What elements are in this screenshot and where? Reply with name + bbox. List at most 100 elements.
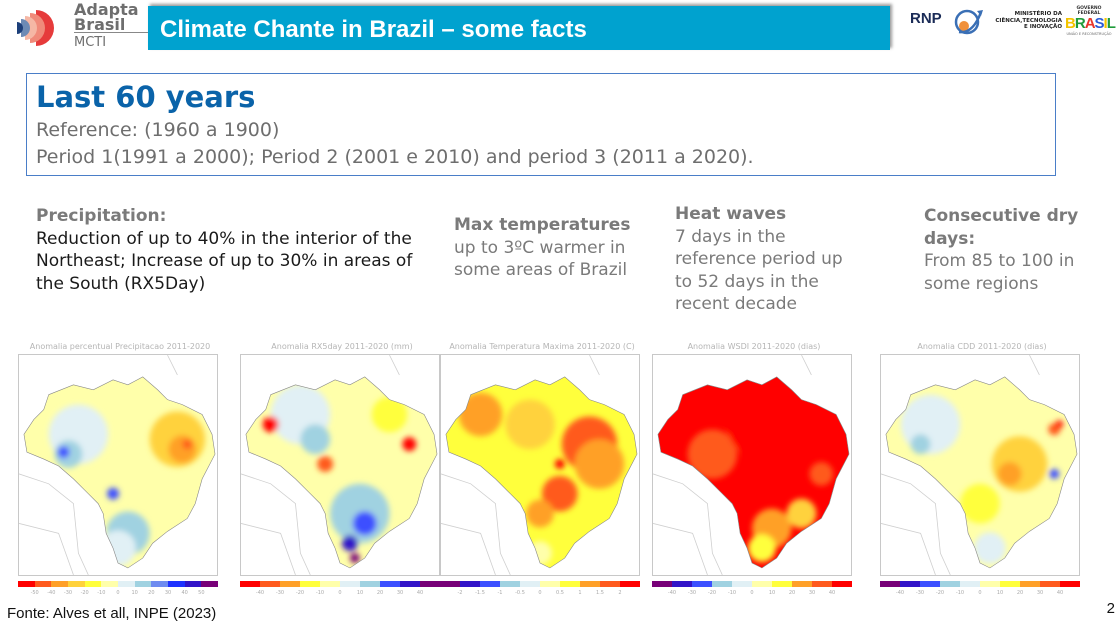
brazil-map (241, 355, 438, 575)
colorbar-tick: -10 (955, 590, 965, 596)
neighbor-borders (653, 355, 812, 575)
colorbar-tick: 2 (618, 590, 622, 596)
colorbar-tick: 0 (978, 590, 982, 596)
colorbar-swatch (980, 581, 1000, 587)
colorbar-tick: 10 (996, 590, 1004, 596)
anomaly-blob (809, 462, 834, 486)
anomaly-blob (57, 446, 70, 459)
anomaly-blob (458, 392, 503, 437)
fact-heading: Max temperatures (454, 215, 631, 235)
neighbor-borders (881, 355, 1040, 575)
colorbar-tick: -20 (935, 590, 945, 596)
colorbar-tick: -50 (30, 590, 39, 596)
anomaly-blob (528, 541, 552, 565)
colorbar-tick: -2 (457, 590, 463, 596)
anomaly-blob (341, 535, 358, 552)
colorbar-swatch (672, 581, 692, 587)
anomaly-blob (349, 553, 360, 564)
colorbar-tick: 20 (376, 590, 384, 596)
anomaly-blob (574, 439, 625, 489)
anomaly-blob (352, 511, 377, 536)
colorbar-swatch (500, 581, 520, 587)
colorbar-tick: -0.5 (515, 590, 525, 596)
map-title: Anomalia percentual Precipitacao 2011-20… (29, 342, 211, 351)
colorbar-ticks: -40 -30 -20 -10 0 10 20 30 40 (240, 590, 440, 598)
colorbar-tick: -10 (315, 590, 325, 596)
fact-body: From 85 to 100 in some regions (924, 251, 1075, 294)
colorbar-swatch (772, 581, 792, 587)
colorbar-tick: 0 (116, 590, 120, 596)
colorbar-swatch (300, 581, 320, 587)
colorbar-swatch (260, 581, 280, 587)
colorbar-swatch (652, 581, 672, 587)
colorbar-swatch (151, 581, 169, 587)
colorbar-ticks: -40 -30 -20 -10 0 10 20 30 40 (652, 590, 852, 598)
fact-precipitation: Precipitation: Reduction of up to 40% in… (36, 205, 416, 295)
colorbar-tick: 0 (538, 590, 542, 596)
colorbar-tick: 10 (356, 590, 364, 596)
colorbar-swatch (84, 581, 102, 587)
colorbar-swatch (440, 581, 460, 587)
colorbar-swatch (340, 581, 360, 587)
colorbar-swatch (900, 581, 920, 587)
colorbar-tick: -1.5 (475, 590, 485, 596)
brazil-outline (445, 376, 638, 569)
colorbar-tick: -10 (97, 590, 106, 596)
colorbar-tick: 20 (148, 590, 155, 596)
colorbar-swatch (1020, 581, 1040, 587)
colorbar-tick: -20 (707, 590, 717, 596)
ministry-line-3: E INOVAÇÃO (1024, 24, 1062, 30)
map-frame (652, 354, 852, 576)
colorbar-swatch (600, 581, 620, 587)
colorbar-swatch (68, 581, 85, 587)
anomaly-blob (960, 483, 1000, 524)
colorbar-tick: 20 (788, 590, 796, 596)
brazil-outline (657, 376, 850, 569)
fact-body: up to 3ºC warmer in some areas of Brazil (454, 237, 628, 281)
colorbar-swatch (380, 581, 400, 587)
colorbar (18, 581, 219, 587)
anomaly-blob (554, 459, 565, 469)
colorbar-tick: -30 (915, 590, 925, 596)
colorbar-tick: 30 (164, 590, 172, 596)
colorbar-tick: 20 (1016, 590, 1024, 596)
colorbar-swatch (34, 581, 52, 587)
map-max-temperature-anomaly: Anomalia Temperatura Maxima 2011-2020 (C… (436, 342, 648, 600)
gov-bottom-text: UNIÃO E RECONSTRUÇÃO (1066, 32, 1112, 36)
colorbar-swatch (732, 581, 752, 587)
anomaly-blob (900, 394, 961, 455)
colorbar-swatch (832, 581, 852, 587)
summary-periods: Period 1(1991 a 2000); Period 2 (2001 e … (36, 146, 754, 168)
logo-line-2: Brasil (74, 15, 126, 34)
brazil-outline (245, 376, 438, 569)
fact-max-temperatures: Max temperatures up to 3ºC warmer in som… (454, 214, 634, 282)
colorbar (240, 581, 440, 587)
gov-word-letter: I (1103, 15, 1108, 32)
map-frame (880, 354, 1080, 576)
colorbar-swatch (360, 581, 380, 587)
anomaly-blob (317, 456, 334, 472)
ministry-logo: MINISTÉRIO DA CIÊNCIA,TECNOLOGIA E INOVA… (985, 11, 1062, 31)
logo-mark-icon (17, 10, 54, 46)
map-cdd-anomaly: Anomalia CDD 2011-2020 (dias) -40 -30 -20-… (876, 342, 1088, 600)
fact-body: 7 days in the reference period up to 52 … (675, 226, 843, 315)
anomaly-blob (1055, 420, 1064, 429)
page-number: 2 (1106, 600, 1115, 617)
colorbar-swatch (792, 581, 812, 587)
fact-heading: Heat waves (675, 204, 787, 224)
map-rx5day-anomaly: Anomalia RX5day 2011-2020 (mm) -40 -30 -20… (236, 342, 448, 600)
colorbar-tick: 50 (198, 590, 205, 596)
colorbar-tick: -20 (295, 590, 305, 596)
brazil-map (653, 355, 850, 575)
anomaly-blob (991, 436, 1048, 492)
map-title: Anomalia Temperatura Maxima 2011-2020 (C… (449, 342, 635, 351)
colorbar-swatch (752, 581, 772, 587)
slide-title: Climate Chante in Brazil – some facts (160, 16, 587, 43)
colorbar-tick: -30 (687, 590, 697, 596)
colorbar-swatch (480, 581, 500, 587)
colorbar-swatch (184, 581, 202, 587)
brazil-outline (23, 376, 216, 569)
gov-word: BRASIL (1065, 15, 1116, 32)
colorbar-swatch (18, 581, 35, 587)
colorbar-swatch (101, 581, 119, 587)
